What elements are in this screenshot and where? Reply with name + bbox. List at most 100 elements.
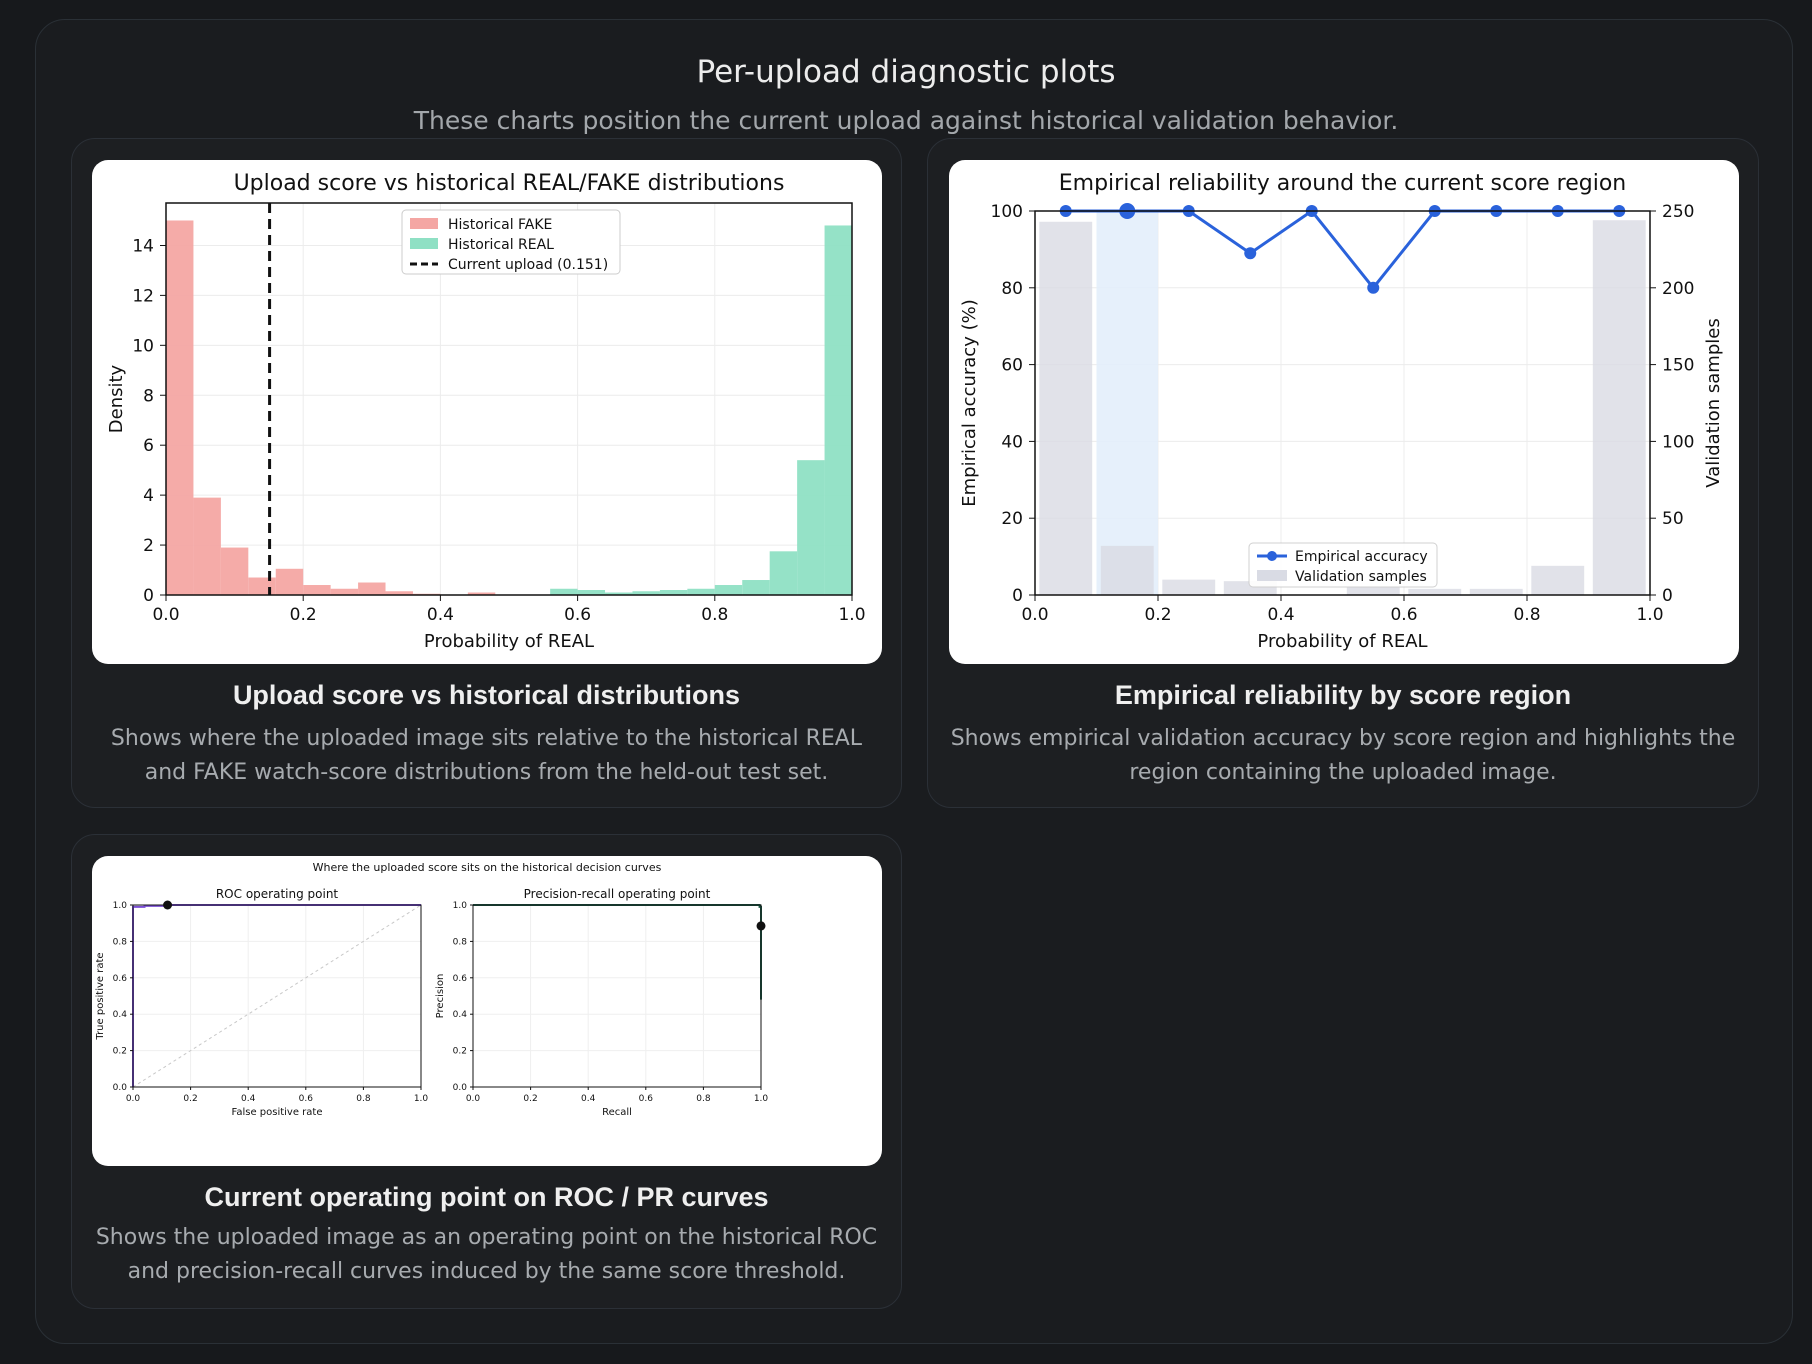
legend-swatch <box>410 218 438 229</box>
plot-frame <box>472 904 762 1088</box>
y-tick-label: 0.8 <box>453 937 468 947</box>
sample-bar <box>1346 587 1400 595</box>
legend-swatch <box>410 238 438 249</box>
card-title: Empirical reliability by score region <box>1114 680 1572 710</box>
y-tick-label: 40 <box>1001 432 1023 452</box>
y2-axis-label: Validation samples <box>1703 318 1724 487</box>
y2-tick-label: 0 <box>1662 586 1673 606</box>
plot-frame <box>165 202 853 596</box>
x-tick-label: 1.0 <box>754 1094 769 1104</box>
y-tick-label: 2 <box>143 536 154 556</box>
y-tick-label: 20 <box>1001 509 1023 529</box>
x-tick-label: 0.6 <box>564 605 591 625</box>
x-tick-label: 0.0 <box>152 605 179 625</box>
legend-label: Historical FAKE <box>448 217 552 233</box>
card-description: Shows where the uploaded image sits rela… <box>110 726 863 785</box>
y-tick-label: 10 <box>132 336 154 356</box>
histogram-chart: 0.0 0.2 0.4 0.6 0.8 1.0 0 2 4 6 8 10 12 14 Upload scor… <box>106 171 866 652</box>
legend-marker <box>1267 551 1277 561</box>
card-roc-pr: Where the uploaded score sits on the his… <box>71 834 902 1309</box>
legend-label: Current upload (0.151) <box>448 257 608 273</box>
reliability-chart: 0.0 0.2 0.4 0.6 0.8 1.00204060801000501001502… <box>959 171 1724 652</box>
legend-swatch <box>1257 570 1287 581</box>
x-tick-label: 0.8 <box>1513 605 1540 625</box>
y-tick-label: 0 <box>1012 586 1023 606</box>
y-tick-label: 4 <box>143 486 154 506</box>
y-tick-label: 12 <box>132 286 154 306</box>
x-tick-label: 1.0 <box>414 1094 429 1104</box>
card-description: Shows empirical validation accuracy by s… <box>950 726 1736 785</box>
x-tick-label: 1.0 <box>838 605 865 625</box>
histogram-bar <box>358 582 386 595</box>
x-tick-label: 0.4 <box>581 1094 596 1104</box>
x-tick-label: 0.8 <box>701 605 728 625</box>
x-tick-label: 0.2 <box>290 605 317 625</box>
plot-frame <box>1034 210 1651 596</box>
y-tick-label: 0.6 <box>453 974 468 984</box>
histogram-bar <box>193 497 221 595</box>
subplot-title: ROC operating point <box>216 887 339 901</box>
legend-label: Empirical accuracy <box>1295 549 1428 565</box>
y-tick-label: 0.2 <box>453 1047 467 1057</box>
x-tick-label: 0.6 <box>1390 605 1417 625</box>
card-title: Current operating point on ROC / PR curv… <box>204 1182 769 1212</box>
chart-title: Upload score vs historical REAL/FAKE dis… <box>234 171 785 196</box>
y-axis-label: Precision <box>435 974 446 1019</box>
x-tick-label: 0.2 <box>1144 605 1171 625</box>
y2-tick-label: 100 <box>1662 432 1694 452</box>
y-tick-label: 60 <box>1001 356 1023 376</box>
x-tick-label: 0.2 <box>523 1094 537 1104</box>
histogram-bar <box>385 591 413 595</box>
x-tick-label: 0.0 <box>126 1094 141 1104</box>
histogram-bar <box>687 588 715 595</box>
histogram-bar <box>550 588 578 595</box>
y-axis-label: Empirical accuracy (%) <box>959 299 980 506</box>
current-region-highlight <box>1096 211 1158 595</box>
card-reliability: 0.0 0.2 0.4 0.6 0.8 1.0 0 20 40 60 80 100 0 50 100 150 2… <box>927 138 1759 808</box>
card-score-distributions: 0.0 0.2 0.4 0.6 0.8 1.0 0 2 4 6 8 10 12 14 Upload scor… <box>71 138 902 808</box>
histogram-bar <box>769 551 798 595</box>
y-tick-label: 1.0 <box>453 901 468 911</box>
x-axis-label: False positive rate <box>232 1107 323 1118</box>
y-tick-label: 100 <box>991 202 1023 222</box>
histogram-bar <box>467 592 496 595</box>
x-tick-label: 0.4 <box>427 605 454 625</box>
legend-label: Historical REAL <box>448 237 554 253</box>
accuracy-point <box>1367 281 1380 294</box>
histogram-bar <box>824 225 852 595</box>
sample-bar <box>1162 579 1216 595</box>
x-axis-label: Probability of REAL <box>1257 631 1427 652</box>
x-tick-label: 0.4 <box>1267 605 1294 625</box>
sample-bar <box>1039 221 1093 595</box>
card-title: Upload score vs historical distributions <box>232 680 741 710</box>
plot-roc-pr: Where the uploaded score sits on the his… <box>92 856 882 1166</box>
sample-bar <box>1408 588 1462 595</box>
y-tick-label: 0.8 <box>113 937 128 947</box>
histogram-bar <box>275 568 304 595</box>
y-tick-label: 0.4 <box>113 1010 128 1020</box>
legend-label: Validation samples <box>1295 569 1427 585</box>
histogram-bar <box>166 220 194 595</box>
y-tick-label: 1.0 <box>113 901 128 911</box>
y-tick-label: 14 <box>132 236 154 256</box>
card-description: Shows the uploaded image as an operating… <box>95 1225 878 1284</box>
y-tick-label: 0.6 <box>113 974 128 984</box>
y-axis-label: Density <box>106 364 127 433</box>
legend-box <box>401 209 621 275</box>
histogram-bar <box>742 580 770 595</box>
x-tick-label: 1.0 <box>1636 605 1663 625</box>
subplot-title: Precision-recall operating point <box>524 887 711 901</box>
x-tick-label: 0.0 <box>466 1094 481 1104</box>
chart-title: Empirical reliability around the current… <box>1059 171 1626 196</box>
plot-frame <box>132 904 422 1088</box>
x-tick-label: 0.4 <box>241 1094 256 1104</box>
y2-tick-label: 250 <box>1662 202 1694 222</box>
y-tick-label: 80 <box>1001 279 1023 299</box>
histogram-bar <box>714 585 743 595</box>
sample-bar <box>1592 220 1646 595</box>
histogram-bar <box>605 592 633 595</box>
accuracy-point <box>1244 247 1257 260</box>
sample-bar <box>1531 565 1585 595</box>
histogram-bar <box>797 460 825 595</box>
histogram-bar <box>220 547 249 595</box>
